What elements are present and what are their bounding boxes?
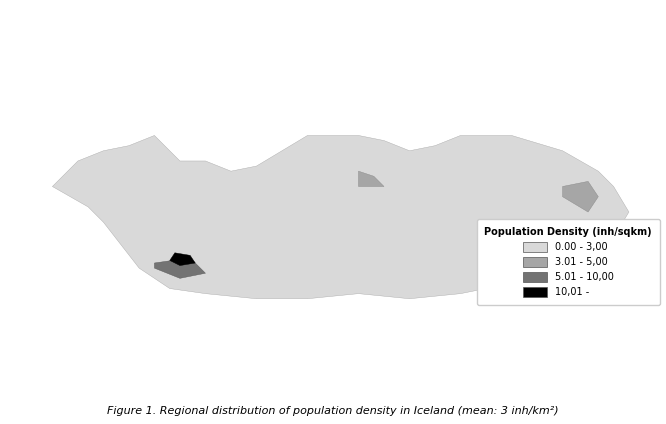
Polygon shape [170, 253, 195, 265]
Polygon shape [358, 171, 384, 187]
Polygon shape [563, 181, 598, 212]
Text: Figure 1. Regional distribution of population density in Iceland (mean: 3 inh/km: Figure 1. Regional distribution of popul… [107, 405, 559, 416]
Legend: 0.00 - 3,00, 3.01 - 5,00, 5.01 - 10,00, 10,01 -: 0.00 - 3,00, 3.01 - 5,00, 5.01 - 10,00, … [477, 219, 660, 305]
Polygon shape [155, 258, 205, 278]
Polygon shape [53, 136, 629, 299]
